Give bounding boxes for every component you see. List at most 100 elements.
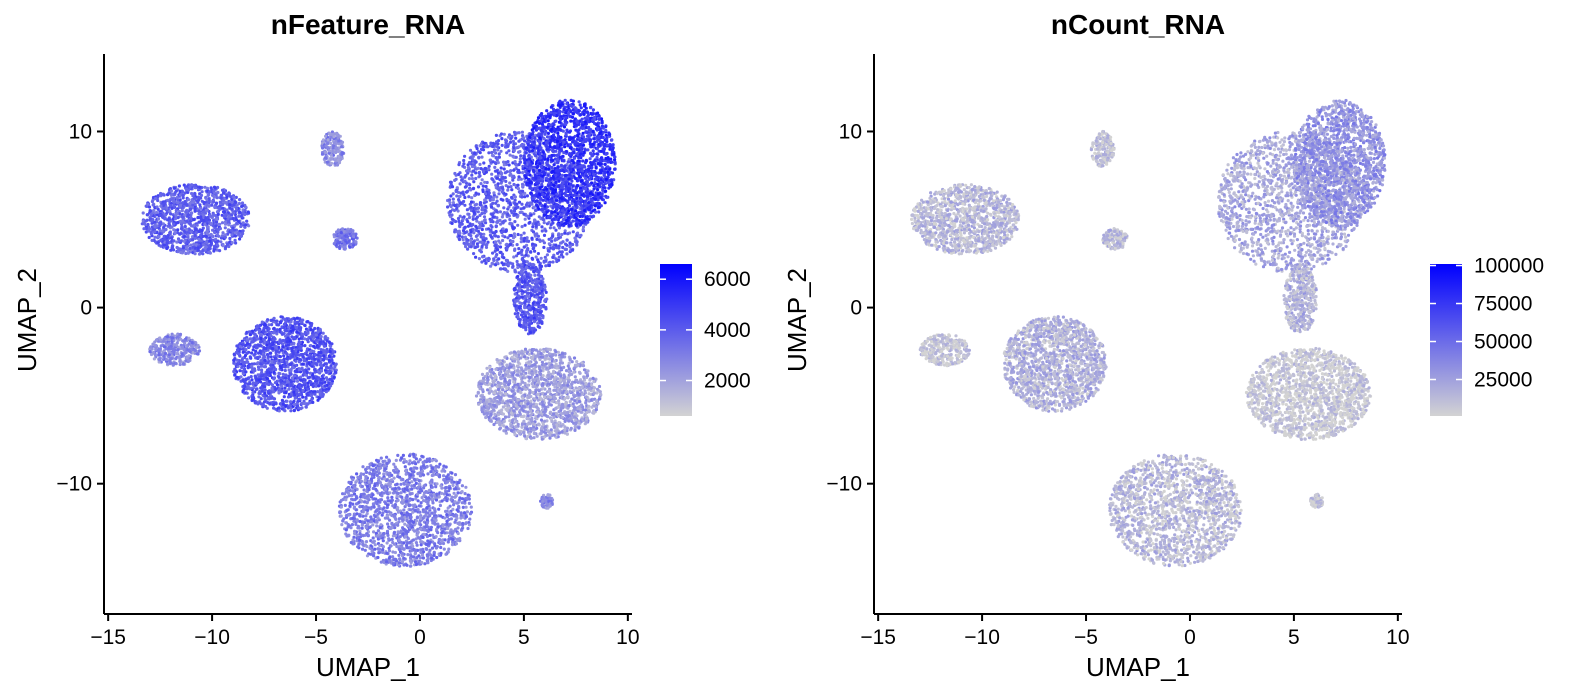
cell-point: [262, 329, 266, 333]
cell-point: [172, 350, 176, 354]
cell-point: [217, 206, 221, 210]
cell-point: [269, 367, 273, 371]
cell-point: [229, 228, 233, 232]
cell-point: [517, 175, 521, 179]
cell-point: [485, 187, 489, 191]
cell-point: [247, 396, 251, 400]
cell-point: [502, 167, 506, 171]
cell-point: [223, 233, 227, 237]
cell-point: [179, 354, 184, 358]
cell-point: [324, 144, 328, 148]
cell-point: [516, 223, 520, 227]
cell-point: [482, 161, 486, 165]
cell-point: [158, 336, 162, 340]
cell-point: [482, 201, 486, 205]
cell-point: [472, 231, 476, 235]
cell-point: [190, 224, 194, 228]
cell-point: [495, 169, 499, 173]
cell-point: [234, 206, 238, 211]
cell-point: [511, 226, 516, 230]
cell-point: [523, 223, 527, 227]
cell-point: [173, 343, 177, 347]
cell-point: [265, 319, 269, 323]
cell-point: [479, 167, 483, 171]
cell-point: [524, 203, 529, 207]
cell-point: [349, 234, 353, 238]
cell-point: [497, 239, 501, 243]
cell-point: [170, 206, 174, 210]
cell-point: [313, 368, 317, 372]
cell-point: [330, 358, 334, 362]
cell-point: [483, 192, 488, 196]
cell-point: [516, 183, 520, 187]
cell-point: [267, 327, 271, 331]
cell-point: [500, 230, 504, 235]
cell-point: [297, 384, 301, 388]
cell-point: [190, 341, 194, 345]
cell-point: [196, 248, 200, 252]
cell-point: [285, 329, 289, 333]
cell-point: [186, 233, 190, 237]
cell-point: [272, 331, 276, 335]
cell-point: [301, 395, 305, 399]
cell-point: [552, 246, 556, 250]
cell-point: [337, 139, 341, 143]
cell-point: [495, 210, 499, 214]
cell-point: [225, 208, 229, 212]
cell-point: [262, 400, 267, 404]
cell-point: [201, 210, 205, 214]
cell-point: [516, 186, 520, 190]
cell-point: [222, 214, 227, 218]
cell-point: [204, 245, 208, 249]
cell-point: [305, 350, 309, 354]
cell-point: [281, 372, 285, 376]
cell-point: [323, 384, 327, 388]
cell-point: [146, 202, 150, 206]
cell-point: [233, 228, 237, 232]
cell-point: [219, 196, 223, 200]
cell-point: [610, 171, 615, 175]
cell-point: [294, 326, 298, 330]
cell-point: [487, 256, 491, 260]
cell-point: [458, 214, 462, 218]
cell-point: [469, 205, 473, 209]
cell-point: [204, 208, 208, 212]
cell-point: [292, 336, 296, 340]
cell-point: [466, 165, 471, 170]
cell-point: [228, 203, 232, 207]
cell-point: [495, 145, 499, 149]
cell-point: [288, 339, 292, 343]
cell-point: [187, 227, 191, 231]
cell-point: [285, 357, 289, 361]
cell-point: [260, 370, 264, 375]
cell-point: [474, 245, 478, 249]
cell-point: [475, 219, 479, 223]
cell-point: [166, 198, 170, 202]
cell-point: [320, 374, 324, 378]
cell-point: [519, 233, 523, 237]
cell-point: [194, 228, 198, 232]
cell-point: [581, 227, 585, 232]
cell-point: [247, 330, 251, 334]
cell-point: [170, 192, 174, 196]
cell-point: [523, 217, 527, 221]
cell-point: [454, 173, 458, 177]
cell-point: [162, 337, 166, 341]
cell-point: [140, 222, 144, 226]
cell-point: [208, 239, 212, 243]
cell-point: [285, 383, 289, 387]
cell-point: [516, 177, 521, 182]
cell-point: [246, 342, 250, 346]
cell-point: [282, 322, 286, 326]
cell-point: [169, 189, 174, 193]
cell-point: [515, 202, 519, 206]
cell-point: [150, 221, 154, 225]
cell-point: [321, 392, 325, 396]
cell-point: [506, 144, 510, 148]
cell-point: [238, 210, 242, 214]
cell-point: [169, 203, 173, 208]
cell-point: [343, 245, 347, 249]
cell-point: [308, 321, 312, 325]
cell-point: [563, 231, 567, 235]
